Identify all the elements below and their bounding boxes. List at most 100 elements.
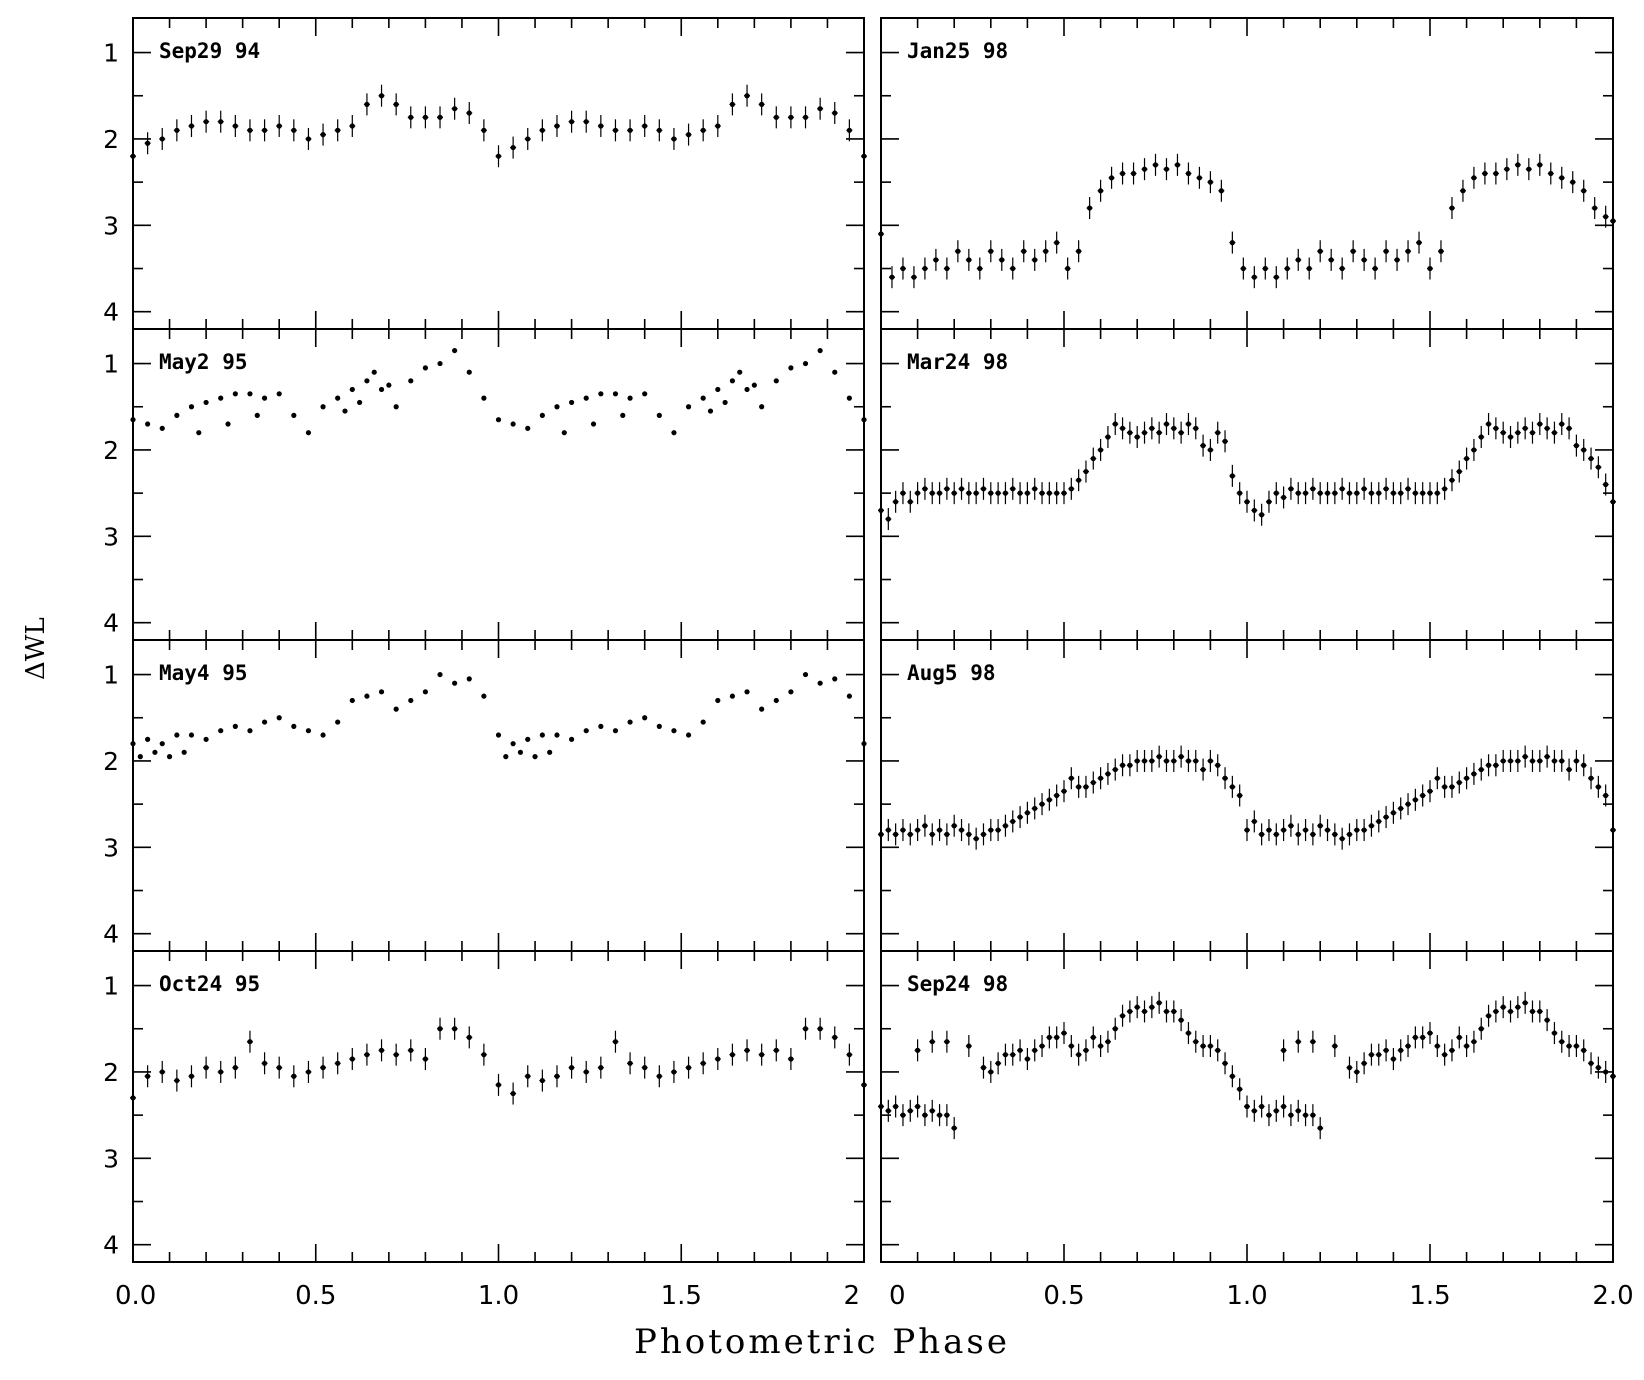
data-point — [393, 404, 399, 410]
data-point — [159, 425, 165, 431]
data-point — [966, 490, 972, 496]
data-point — [1449, 1047, 1455, 1053]
data-point — [1559, 1039, 1565, 1045]
data-point — [1108, 175, 1115, 181]
data-point — [1156, 1000, 1162, 1006]
data-point — [1090, 779, 1096, 786]
data-point — [1471, 1039, 1477, 1045]
data-point — [915, 490, 921, 496]
data-point — [1500, 758, 1506, 764]
data-point — [861, 153, 867, 159]
panel-title: Sep29 94 — [159, 39, 260, 63]
data-point — [929, 490, 935, 496]
data-point — [510, 741, 516, 747]
data-point — [408, 1047, 414, 1053]
data-point — [247, 728, 253, 734]
data-point — [525, 736, 531, 742]
data-point — [1427, 265, 1433, 272]
data-point — [1526, 166, 1532, 172]
data-point — [510, 144, 516, 151]
data-point — [1332, 490, 1338, 496]
data-point — [276, 123, 282, 129]
data-point — [893, 1103, 899, 1110]
data-point — [305, 136, 312, 142]
data-point — [907, 831, 913, 837]
data-point — [1317, 248, 1323, 254]
data-point — [1046, 1034, 1052, 1040]
data-point — [788, 365, 794, 371]
y-tick-label: 1 — [103, 350, 119, 379]
data-point — [1193, 1039, 1199, 1045]
data-point — [729, 378, 736, 384]
data-point — [495, 417, 502, 423]
data-point — [700, 719, 706, 725]
data-point — [1310, 831, 1316, 837]
data-point — [1002, 490, 1009, 496]
data-point — [1310, 1112, 1316, 1118]
data-point — [1383, 248, 1389, 254]
data-point — [1237, 490, 1243, 496]
data-point — [261, 395, 268, 401]
data-point — [1295, 831, 1301, 837]
data-point — [1529, 758, 1536, 764]
data-point — [452, 1026, 458, 1032]
data-point — [846, 127, 852, 133]
data-point — [1456, 468, 1462, 475]
data-point — [188, 732, 195, 738]
data-point — [715, 123, 721, 129]
data-point — [1438, 248, 1444, 254]
data-point — [642, 123, 648, 129]
data-point — [802, 114, 809, 120]
data-point — [627, 127, 633, 133]
data-point — [569, 119, 575, 125]
data-point — [944, 1039, 950, 1045]
data-point — [627, 1060, 633, 1066]
data-point — [1368, 490, 1375, 496]
data-point — [1394, 257, 1400, 263]
data-point — [203, 736, 209, 742]
data-point — [561, 430, 567, 436]
data-point — [966, 257, 972, 263]
data-point — [1412, 1034, 1418, 1040]
data-point — [1456, 1034, 1462, 1040]
data-point — [1090, 1034, 1096, 1040]
data-point — [1559, 175, 1565, 181]
x-tick-label: 1.5 — [661, 1281, 702, 1311]
data-point — [915, 1103, 921, 1110]
data-point — [1240, 265, 1246, 272]
data-point — [1017, 490, 1023, 496]
data-point — [999, 257, 1005, 263]
data-point — [1372, 265, 1378, 272]
data-point — [583, 119, 589, 125]
data-point — [276, 391, 282, 397]
data-point — [1119, 425, 1126, 431]
data-point — [598, 391, 604, 397]
data-point — [885, 827, 891, 833]
data-point — [554, 732, 560, 738]
data-point — [1504, 166, 1510, 172]
panel-title: Sep24 98 — [907, 972, 1008, 996]
x-tick-label: 0.0 — [115, 1281, 156, 1311]
data-point — [1196, 175, 1203, 181]
data-point — [1141, 166, 1148, 172]
data-point — [1134, 434, 1140, 440]
data-point — [1068, 775, 1074, 781]
data-point — [1390, 1056, 1396, 1062]
data-point — [685, 1065, 692, 1071]
data-point — [1405, 486, 1411, 492]
data-point — [1076, 1052, 1082, 1058]
data-point — [1368, 1052, 1375, 1058]
data-point — [861, 417, 867, 423]
data-point — [569, 399, 575, 406]
data-point — [861, 741, 867, 747]
data-point — [832, 110, 838, 116]
data-point — [944, 831, 950, 837]
data-point — [1361, 827, 1367, 833]
x-tick-label: 0.5 — [1043, 1281, 1084, 1311]
data-point — [1610, 499, 1616, 505]
data-point — [885, 516, 891, 522]
data-point — [386, 382, 392, 388]
y-tick-label: 1 — [103, 39, 119, 68]
data-point — [1493, 170, 1499, 177]
data-point — [1163, 166, 1170, 172]
